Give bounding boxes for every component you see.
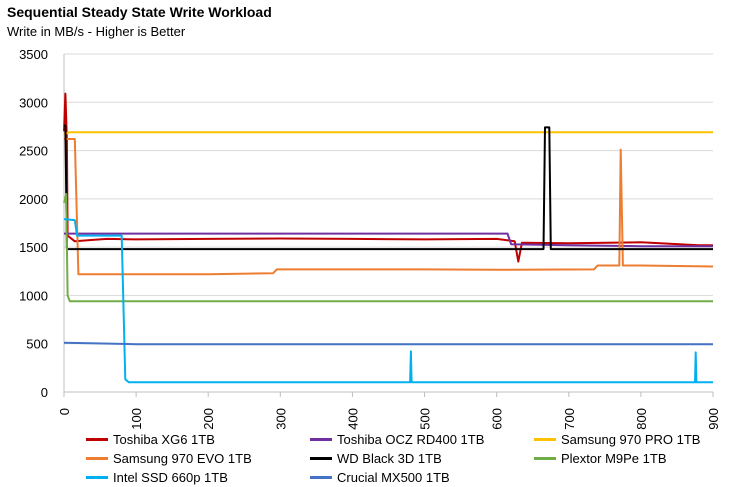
- y-tick-label: 3000: [19, 95, 48, 110]
- legend-swatch: [310, 476, 332, 480]
- chart-title: Sequential Steady State Write Workload: [7, 4, 272, 20]
- tick-labels: 0 500 1000 1500 2000 2500 3000 3500 0 100 200 300 40…: [19, 47, 721, 430]
- series-line-5: [63, 193, 713, 303]
- series-line-1: [64, 232, 713, 248]
- legend-swatch: [534, 438, 556, 442]
- legend-item: Intel SSD 660p 1TB: [86, 470, 228, 485]
- legend-label: Intel SSD 660p 1TB: [113, 470, 228, 485]
- x-tick-label: 300: [273, 408, 288, 430]
- legend-item: Plextor M9Pe 1TB: [534, 451, 667, 466]
- legend-item: WD Black 3D 1TB: [310, 451, 442, 466]
- legend-item: Toshiba OCZ RD400 1TB: [310, 432, 484, 447]
- line-chart: 0 500 1000 1500 2000 2500 3000 3500 0 100 200 300 40…: [19, 47, 721, 430]
- series-lines: [63, 92, 714, 384]
- x-tick-label: 400: [345, 408, 360, 430]
- y-tick-label: 2500: [19, 144, 48, 159]
- x-tick-label: 500: [418, 408, 433, 430]
- legend-label: Toshiba OCZ RD400 1TB: [337, 432, 485, 447]
- legend-label: Plextor M9Pe 1TB: [561, 451, 667, 466]
- x-tick-label: 600: [490, 408, 505, 430]
- legend-label: Samsung 970 EVO 1TB: [113, 451, 252, 466]
- x-tick-label: 700: [562, 408, 577, 430]
- legend-swatch: [310, 438, 332, 442]
- legend-item: Samsung 970 EVO 1TB: [86, 451, 252, 466]
- y-tick-label: 1000: [19, 288, 48, 303]
- y-tick-label: 3500: [19, 47, 48, 62]
- x-tick-label: 200: [201, 408, 216, 430]
- series-line-0: [63, 92, 713, 263]
- legend-item: Samsung 970 PRO 1TB: [534, 432, 700, 447]
- series-line-2: [63, 131, 713, 136]
- x-tick-label: 100: [129, 408, 144, 430]
- legend-label: Toshiba XG6 1TB: [113, 432, 215, 447]
- legend-swatch: [86, 438, 108, 442]
- x-tick-label: 800: [634, 408, 649, 430]
- legend-swatch: [86, 457, 108, 461]
- x-tick-label: 0: [57, 408, 72, 415]
- legend-item: Toshiba XG6 1TB: [86, 432, 215, 447]
- series-line-4: [64, 124, 713, 251]
- legend-swatch: [86, 476, 108, 480]
- legend-swatch: [310, 457, 332, 461]
- series-line-6: [63, 218, 713, 384]
- series-line-7: [63, 341, 713, 346]
- series-line-3: [64, 138, 714, 276]
- axes: [63, 54, 714, 397]
- legend-item: Crucial MX500 1TB: [310, 470, 450, 485]
- y-tick-label: 1500: [19, 240, 48, 255]
- legend-label: Samsung 970 PRO 1TB: [561, 432, 701, 447]
- chart-subtitle: Write in MB/s - Higher is Better: [7, 24, 186, 39]
- legend-label: WD Black 3D 1TB: [337, 451, 442, 466]
- y-tick-label: 2000: [19, 192, 48, 207]
- legend-swatch: [534, 457, 556, 461]
- legend-label: Crucial MX500 1TB: [337, 470, 450, 485]
- x-tick-label: 900: [706, 408, 721, 430]
- y-tick-label: 500: [26, 337, 48, 352]
- y-tick-label: 0: [41, 385, 48, 400]
